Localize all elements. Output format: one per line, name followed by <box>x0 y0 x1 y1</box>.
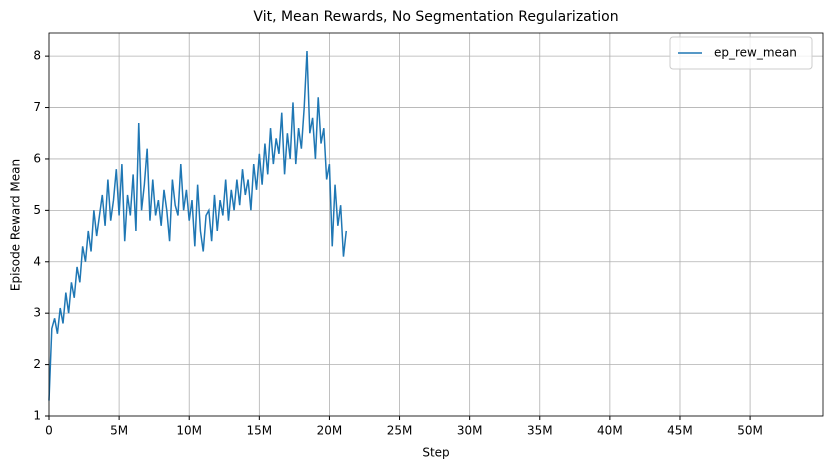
y-tick-label: 7 <box>33 100 41 114</box>
x-tick-label: 30M <box>457 424 483 438</box>
y-tick-label: 4 <box>33 254 41 268</box>
y-tick-label: 3 <box>33 306 41 320</box>
x-tick-label: 0 <box>45 424 53 438</box>
y-tick-label: 5 <box>33 203 41 217</box>
legend-label: ep_rew_mean <box>714 46 797 60</box>
x-tick-label: 40M <box>597 424 623 438</box>
chart-title: Vit, Mean Rewards, No Segmentation Regul… <box>253 9 618 25</box>
x-tick-label: 50M <box>737 424 763 438</box>
y-tick-label: 1 <box>33 409 41 423</box>
y-axis-label: Episode Reward Mean <box>9 159 23 291</box>
y-tick-label: 2 <box>33 357 41 371</box>
plot-frame <box>48 32 824 417</box>
x-tick-label: 15M <box>247 424 273 438</box>
y-tick-label: 6 <box>33 151 41 165</box>
x-tick-label: 5M <box>110 424 128 438</box>
legend-box <box>669 36 813 70</box>
x-tick-label: 10M <box>176 424 202 438</box>
x-tick-label: 20M <box>317 424 343 438</box>
y-tick-label: 8 <box>33 49 41 63</box>
x-tick-label: 45M <box>667 424 693 438</box>
x-tick-label: 35M <box>527 424 553 438</box>
x-axis-label: Step <box>422 446 449 460</box>
x-tick-label: 25M <box>387 424 413 438</box>
data-line <box>48 50 348 401</box>
